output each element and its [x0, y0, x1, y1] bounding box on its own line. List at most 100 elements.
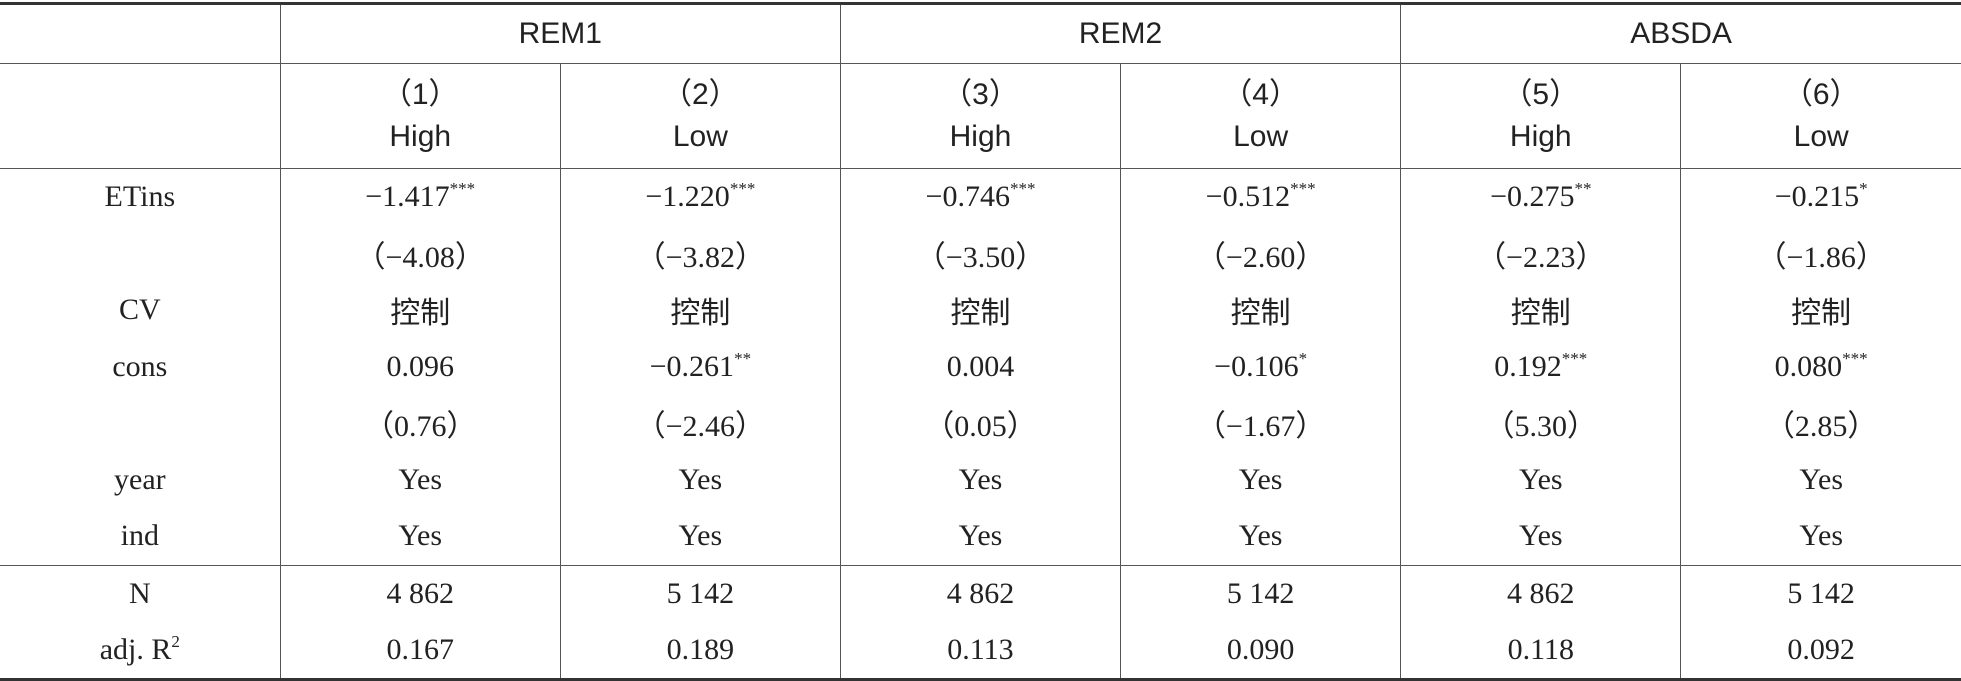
data-cell: 0.090: [1120, 621, 1401, 681]
data-cell: （2.85）: [1680, 395, 1961, 452]
column-number: （5）: [1502, 78, 1580, 111]
significance-stars: ***: [1290, 179, 1316, 199]
row-label: [0, 226, 280, 283]
data-cell: 0.167: [279, 621, 561, 681]
cell-value: 5 142: [666, 576, 735, 610]
cell-value: （−3.82）: [635, 240, 766, 274]
cell-value: 控制: [950, 297, 1011, 331]
data-cell: 0.118: [1400, 621, 1681, 681]
cell-value: （5.30）: [1484, 410, 1598, 444]
cell-value: 4 862: [386, 576, 454, 610]
column-label: Low: [672, 120, 728, 153]
subheader-row: （1） High （2） Low （3） High （4） Low （5） High （6） Low: [0, 63, 1961, 169]
cell-value: 0.004: [946, 349, 1015, 383]
data-cell: −0.215*: [1680, 168, 1961, 226]
data-cell: （−2.60）: [1120, 225, 1401, 282]
data-row: （−4.08） （−3.82） （−3.50） （−2.60） （−2.23） （−1.8…: [0, 225, 1961, 283]
data-cell: 控制: [559, 282, 841, 339]
significance-stars: *: [1859, 179, 1868, 199]
column-number: （6）: [1782, 78, 1860, 111]
significance-stars: **: [734, 348, 752, 368]
data-row: year Yes Yes Yes Yes Yes Yes: [0, 451, 1961, 508]
row-label: ind: [0, 508, 280, 565]
data-cell: 5 142: [1680, 564, 1961, 622]
cell-value: Yes: [1518, 462, 1563, 496]
cell-value: 4 862: [946, 576, 1015, 610]
data-cell: Yes: [839, 451, 1121, 508]
data-cell: −1.220***: [559, 168, 841, 226]
row-label: N: [0, 564, 281, 622]
column-header: （3） High: [839, 63, 1121, 169]
data-row: cons 0.096 −0.261** 0.004 −0.106* 0.192*** 0.0…: [0, 338, 1961, 395]
data-cell: 控制: [1680, 282, 1961, 339]
data-cell: −0.275**: [1400, 168, 1681, 226]
data-cell: −0.512***: [1120, 168, 1401, 226]
data-cell: （−2.23）: [1400, 225, 1681, 282]
significance-stars: ***: [1842, 348, 1868, 368]
data-row: N 4 862 5 142 4 862 5 142 4 862 5 142: [0, 564, 1961, 622]
significance-stars: **: [1574, 179, 1592, 199]
data-cell: Yes: [559, 451, 841, 508]
column-label: Low: [1793, 120, 1849, 153]
data-row: ind Yes Yes Yes Yes Yes Yes: [0, 508, 1961, 565]
cell-value: −0.512: [1205, 180, 1291, 214]
cell-value: 控制: [670, 297, 731, 331]
row-label: adj. R2: [0, 621, 281, 681]
cell-value: Yes: [398, 462, 443, 496]
data-cell: 控制: [839, 282, 1121, 339]
cell-value: （−2.46）: [635, 410, 766, 444]
column-label: High: [389, 120, 452, 153]
cell-value: −0.746: [925, 180, 1010, 214]
data-row: CV 控制 控制 控制 控制 控制 控制: [0, 282, 1961, 339]
cell-value: 0.192: [1494, 349, 1562, 383]
row-label: ETins: [0, 169, 280, 226]
data-cell: Yes: [1680, 508, 1961, 565]
data-cell: −1.417***: [279, 168, 561, 226]
cell-value: Yes: [1238, 519, 1283, 553]
data-cell: 0.192***: [1400, 338, 1681, 395]
row-label: CV: [0, 282, 280, 339]
cell-value: −1.417: [365, 180, 450, 214]
cell-value: （−1.67）: [1195, 410, 1326, 444]
column-header: （1） High: [279, 63, 561, 169]
data-cell: −0.746***: [839, 168, 1121, 226]
data-row: adj. R2 0.167 0.189 0.113 0.090 0.118 0.092: [0, 621, 1961, 681]
data-cell: （−3.50）: [839, 225, 1121, 282]
cell-value: 0.096: [386, 349, 454, 383]
data-cell: （−1.67）: [1120, 395, 1401, 452]
data-cell: Yes: [1400, 508, 1681, 565]
column-label: High: [949, 120, 1012, 153]
data-cell: Yes: [279, 451, 561, 508]
cell-value: Yes: [678, 462, 723, 496]
row-label-text: ind: [120, 519, 159, 553]
data-cell: Yes: [1120, 451, 1401, 508]
column-number: （3）: [942, 78, 1019, 111]
cell-value: Yes: [1238, 462, 1283, 496]
row-label-superscript: 2: [171, 631, 180, 651]
data-cell: 0.092: [1680, 621, 1961, 681]
data-cell: 控制: [1120, 282, 1401, 339]
data-cell: −0.106*: [1120, 338, 1401, 395]
cell-value: Yes: [1799, 462, 1843, 496]
data-cell: Yes: [839, 508, 1121, 565]
cell-value: 5 142: [1226, 576, 1295, 610]
cell-value: （0.05）: [924, 410, 1037, 444]
cell-value: 5 142: [1787, 576, 1855, 610]
row-label-text: year: [114, 462, 166, 496]
cell-value: Yes: [1518, 519, 1563, 553]
data-cell: 控制: [1400, 282, 1681, 339]
row-label-text: CV: [118, 293, 161, 327]
cell-value: Yes: [1799, 519, 1843, 553]
column-number: （1）: [381, 78, 459, 111]
significance-stars: ***: [729, 179, 756, 199]
cell-value: 控制: [390, 297, 451, 331]
data-cell: Yes: [1680, 451, 1961, 508]
data-cell: 0.189: [559, 621, 841, 681]
data-cell: （−2.46）: [559, 395, 841, 452]
data-cell: 0.004: [839, 338, 1121, 395]
cell-value: 0.113: [947, 632, 1014, 666]
data-row: （0.76） （−2.46） （0.05） （−1.67） （5.30） （2.85）: [0, 395, 1961, 452]
data-cell: 控制: [279, 282, 561, 339]
